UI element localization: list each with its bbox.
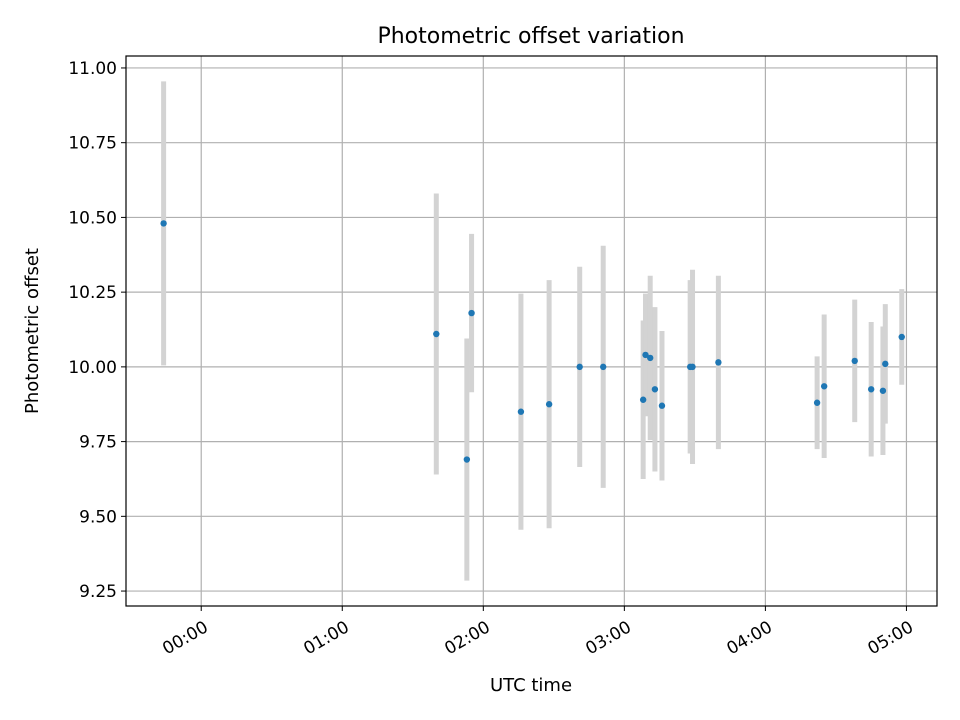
y-tick-label: 10.25 bbox=[68, 283, 117, 303]
data-point bbox=[576, 363, 583, 371]
y-tick-label: 10.50 bbox=[68, 208, 117, 228]
grid-lines bbox=[126, 56, 937, 606]
data-point bbox=[658, 402, 666, 409]
data-point bbox=[642, 351, 649, 359]
data-point bbox=[599, 363, 607, 371]
data-point bbox=[882, 360, 889, 368]
y-tick-label: 10.00 bbox=[68, 358, 117, 378]
y-axis-ticks: 9.25 9.50 9.75 10.00 10.25 10.50 10.75 11.00 bbox=[68, 59, 126, 602]
data-point bbox=[715, 359, 722, 366]
y-tick-label: 9.25 bbox=[79, 582, 117, 602]
data-point bbox=[851, 357, 858, 365]
data-point bbox=[517, 408, 525, 415]
plot-frame bbox=[125, 55, 938, 607]
data-point bbox=[545, 401, 553, 408]
data-point bbox=[463, 456, 471, 463]
data-point bbox=[898, 333, 905, 341]
data-point bbox=[160, 220, 167, 227]
y-tick-label: 9.75 bbox=[79, 433, 117, 453]
data-point bbox=[651, 386, 659, 393]
data-point bbox=[689, 363, 696, 371]
data-point bbox=[820, 383, 828, 390]
x-axis-label: UTC time bbox=[490, 675, 572, 696]
chart-title: Photometric offset variation bbox=[377, 24, 684, 49]
data-point bbox=[879, 387, 887, 394]
data-point bbox=[867, 386, 875, 393]
data-point bbox=[468, 309, 475, 317]
y-axis-label: Photometric offset bbox=[22, 248, 43, 414]
data-points bbox=[160, 220, 905, 463]
y-tick-label: 10.75 bbox=[68, 134, 117, 154]
data-point bbox=[639, 396, 647, 403]
y-tick-label: 11.00 bbox=[68, 59, 117, 79]
data-point bbox=[813, 399, 821, 406]
data-point bbox=[433, 330, 440, 338]
y-tick-label: 9.50 bbox=[79, 507, 117, 527]
data-point bbox=[647, 354, 654, 362]
